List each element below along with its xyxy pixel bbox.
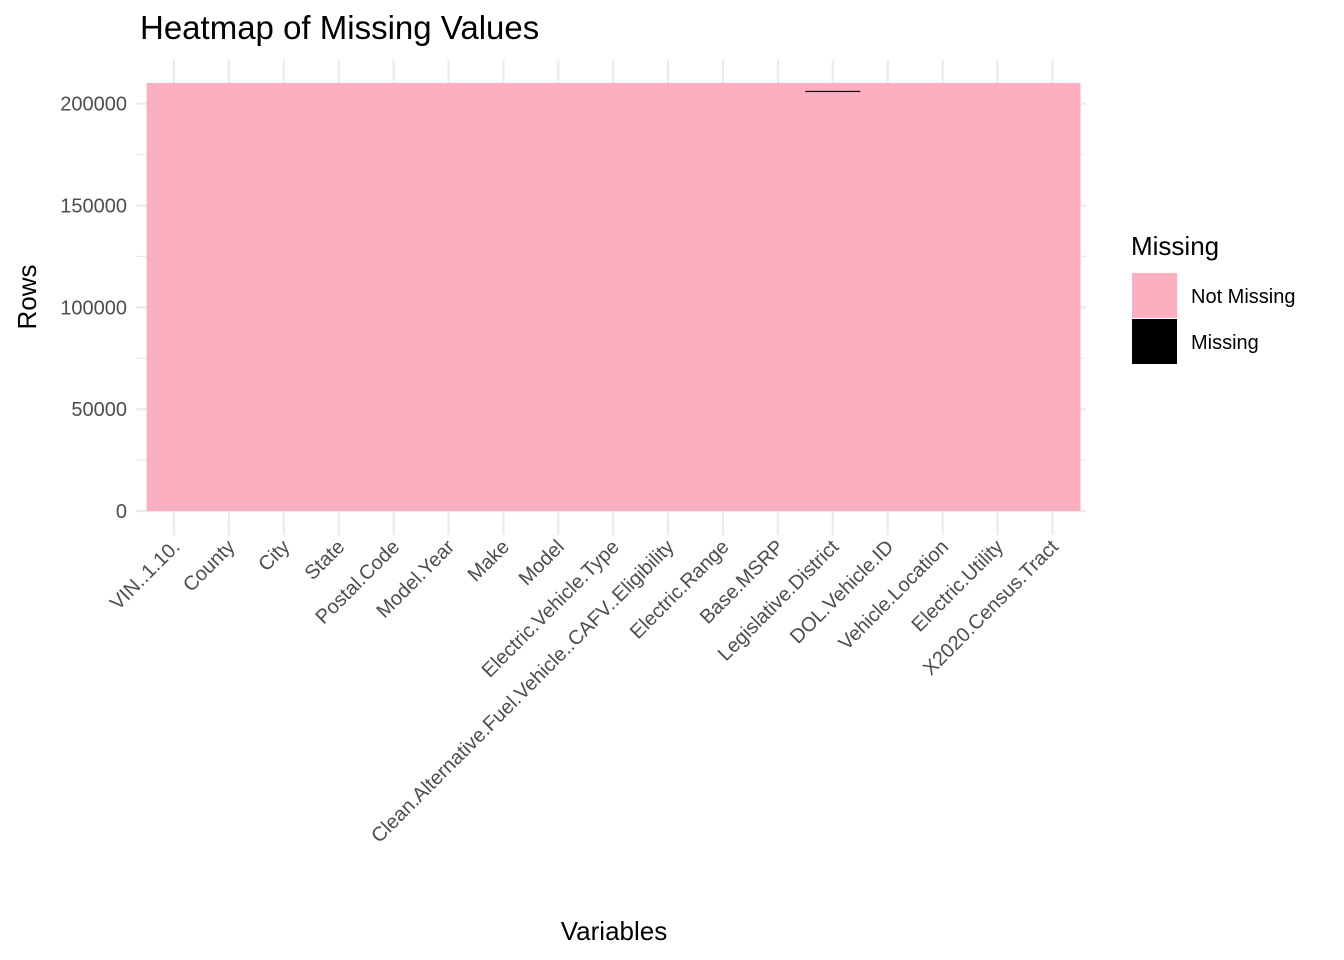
tile-not-missing bbox=[311, 83, 367, 511]
legend-title: Missing bbox=[1131, 231, 1219, 261]
legend-swatch-not-missing bbox=[1132, 273, 1177, 318]
x-tick-label: City bbox=[254, 536, 294, 576]
tile-not-missing bbox=[860, 83, 916, 511]
tile-not-missing bbox=[750, 83, 806, 511]
x-axis-title: Variables bbox=[561, 916, 667, 946]
tile-not-missing bbox=[530, 83, 587, 511]
missing-marks bbox=[805, 90, 861, 93]
y-tick-label: 200000 bbox=[60, 94, 127, 116]
tile-not-missing bbox=[366, 83, 422, 511]
y-tick-label: 100000 bbox=[60, 297, 127, 319]
legend-label-missing: Missing bbox=[1191, 332, 1259, 354]
tile-missing bbox=[805, 90, 861, 93]
tile-not-missing bbox=[695, 83, 752, 511]
x-tick-label: Make bbox=[464, 536, 514, 586]
y-axis-title: Rows bbox=[12, 264, 42, 329]
tile-not-missing bbox=[585, 83, 642, 511]
y-tick-label: 0 bbox=[116, 501, 127, 523]
heatmap-tiles bbox=[146, 83, 1081, 511]
legend-label-not-missing: Not Missing bbox=[1191, 286, 1295, 308]
legend-swatch-missing bbox=[1132, 319, 1177, 364]
tile-not-missing bbox=[970, 83, 1026, 511]
y-tick-label: 50000 bbox=[71, 399, 127, 421]
chart-title: Heatmap of Missing Values bbox=[140, 9, 539, 46]
tile-not-missing bbox=[256, 83, 312, 511]
x-tick-label: State bbox=[301, 536, 350, 585]
y-axis-ticks: 0 50000 100000 150000 200000 bbox=[60, 94, 127, 523]
tile-not-missing bbox=[640, 83, 697, 511]
x-tick-label: VIN..1.10. bbox=[106, 536, 184, 614]
y-tick-label: 150000 bbox=[60, 196, 127, 218]
tile-not-missing bbox=[146, 83, 203, 511]
x-axis-ticks: VIN..1.10.County City StatePostal.CodeMode… bbox=[106, 536, 1063, 848]
tile-not-missing bbox=[475, 83, 532, 511]
tile-not-missing bbox=[915, 83, 971, 511]
x-tick-label: County bbox=[179, 536, 239, 596]
tile-not-missing bbox=[805, 83, 861, 511]
legend: Missing Not Missing Missing bbox=[1131, 231, 1295, 364]
tile-not-missing bbox=[201, 83, 257, 511]
x-tick-label: Electric.Range bbox=[626, 536, 734, 644]
tile-not-missing bbox=[1024, 83, 1081, 511]
x-tick-label: Model bbox=[515, 536, 569, 590]
tile-not-missing bbox=[421, 83, 477, 511]
